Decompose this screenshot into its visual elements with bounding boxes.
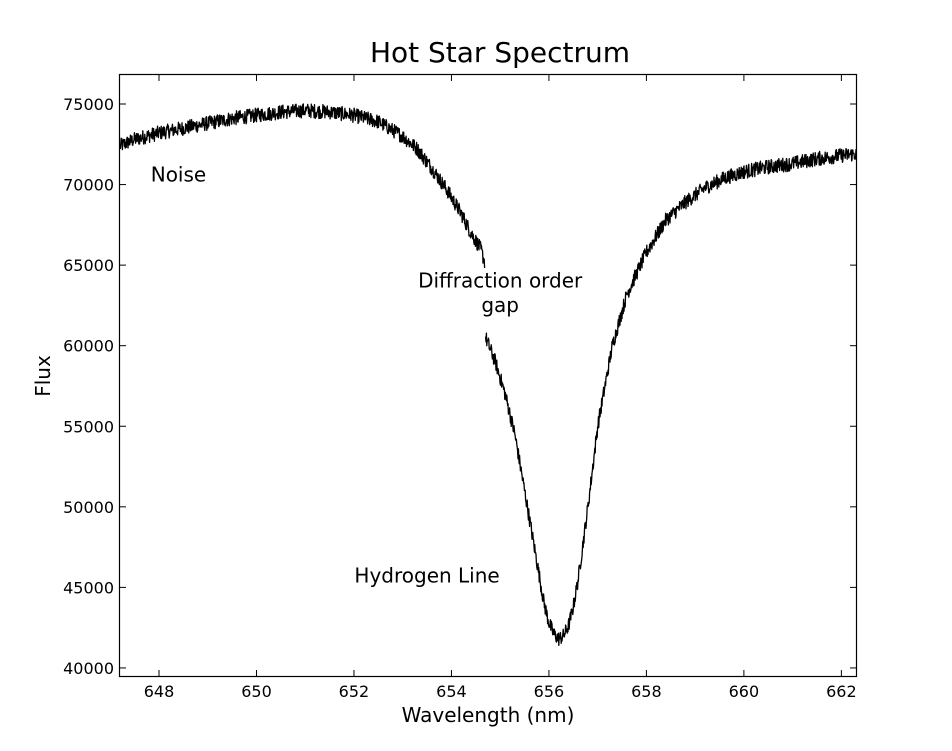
y-tick-label: 75000 (63, 95, 114, 114)
spectrum-line-segment-2 (484, 148, 857, 647)
tick-layer: 648 650 652 654 656 658 660 662 40000 45000 50000 5… (63, 75, 857, 701)
x-tick-label: 650 (241, 682, 272, 701)
annotation-label: Hydrogen Line (354, 564, 499, 588)
y-axis-label: Flux (31, 355, 55, 397)
spectrum-line-segment-1 (119, 103, 486, 269)
x-tick-label: 656 (534, 682, 565, 701)
x-tick-label: 652 (339, 682, 370, 701)
annotation-label: Noise (151, 162, 206, 186)
y-tick-label: 50000 (63, 498, 114, 517)
annotation-label: gap (481, 293, 519, 317)
y-tick-label: 55000 (63, 417, 114, 436)
x-axis-label: Wavelength (nm) (402, 703, 575, 727)
x-tick-label: 658 (631, 682, 662, 701)
annotation-label: Diffraction order (418, 269, 583, 293)
chart-title: Hot Star Spectrum (370, 36, 630, 69)
x-tick-label: 654 (436, 682, 467, 701)
plot-area (118, 73, 858, 678)
y-tick-label: 60000 (63, 337, 114, 356)
y-tick-label: 65000 (63, 256, 114, 275)
y-tick-label: 45000 (63, 578, 114, 597)
y-tick-label: 70000 (63, 176, 114, 195)
y-tick-label: 40000 (63, 659, 114, 678)
series-layer (119, 103, 857, 647)
x-tick-label: 648 (144, 682, 175, 701)
x-tick-label: 660 (729, 682, 760, 701)
x-tick-label: 662 (826, 682, 857, 701)
